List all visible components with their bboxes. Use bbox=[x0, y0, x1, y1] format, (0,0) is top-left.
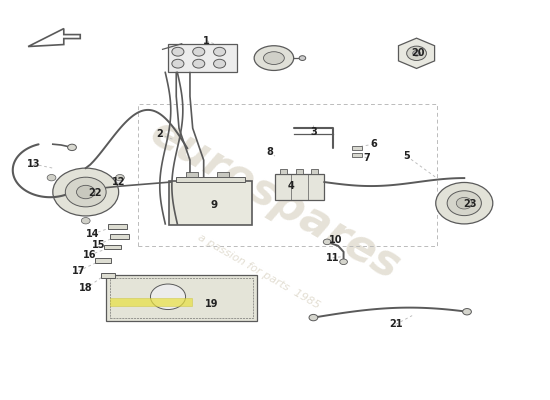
Text: a passion for parts  1985: a passion for parts 1985 bbox=[196, 233, 321, 311]
Circle shape bbox=[456, 197, 472, 209]
Circle shape bbox=[172, 47, 184, 56]
Circle shape bbox=[116, 174, 124, 181]
FancyBboxPatch shape bbox=[106, 274, 257, 321]
Bar bbox=[352, 153, 362, 157]
Circle shape bbox=[192, 59, 205, 68]
Bar bbox=[111, 298, 192, 306]
Polygon shape bbox=[28, 28, 80, 46]
Ellipse shape bbox=[254, 46, 294, 70]
Ellipse shape bbox=[263, 52, 284, 64]
Bar bbox=[108, 224, 127, 229]
Bar bbox=[275, 174, 324, 200]
Circle shape bbox=[447, 191, 481, 216]
Text: 19: 19 bbox=[205, 300, 219, 310]
Text: 10: 10 bbox=[328, 235, 342, 245]
Text: 11: 11 bbox=[326, 253, 339, 263]
Bar bbox=[217, 172, 229, 177]
Circle shape bbox=[172, 59, 184, 68]
Text: 14: 14 bbox=[86, 229, 100, 239]
Text: 12: 12 bbox=[112, 177, 125, 187]
Text: 4: 4 bbox=[288, 181, 295, 191]
Bar bbox=[186, 172, 198, 177]
Circle shape bbox=[436, 182, 493, 224]
Bar bbox=[296, 169, 303, 174]
Bar bbox=[111, 278, 253, 318]
Bar bbox=[101, 273, 115, 278]
Text: 18: 18 bbox=[79, 284, 92, 294]
Text: 7: 7 bbox=[364, 153, 371, 163]
Circle shape bbox=[323, 239, 331, 245]
Circle shape bbox=[406, 46, 426, 60]
Bar bbox=[311, 169, 318, 174]
Text: 21: 21 bbox=[389, 319, 403, 329]
Circle shape bbox=[309, 314, 318, 321]
Bar bbox=[95, 258, 111, 263]
Text: eurospares: eurospares bbox=[142, 111, 408, 289]
Text: 22: 22 bbox=[89, 188, 102, 198]
Circle shape bbox=[68, 144, 76, 150]
Circle shape bbox=[65, 177, 106, 207]
Text: 13: 13 bbox=[27, 159, 40, 169]
Circle shape bbox=[192, 47, 205, 56]
Text: 2: 2 bbox=[156, 129, 163, 139]
Bar bbox=[280, 169, 287, 174]
Text: 9: 9 bbox=[211, 200, 218, 210]
FancyBboxPatch shape bbox=[169, 181, 252, 225]
Polygon shape bbox=[399, 38, 434, 68]
Circle shape bbox=[53, 168, 119, 216]
Circle shape bbox=[340, 259, 348, 264]
Bar bbox=[176, 177, 245, 182]
Circle shape bbox=[463, 308, 471, 315]
Text: 17: 17 bbox=[72, 266, 85, 276]
Text: 6: 6 bbox=[370, 139, 377, 149]
Text: 3: 3 bbox=[310, 127, 317, 137]
Circle shape bbox=[81, 218, 90, 224]
Text: 15: 15 bbox=[92, 240, 105, 250]
Text: 1: 1 bbox=[203, 36, 210, 46]
Bar bbox=[111, 234, 129, 239]
Circle shape bbox=[47, 174, 56, 181]
Circle shape bbox=[151, 284, 185, 310]
Bar bbox=[168, 44, 236, 72]
Bar bbox=[104, 245, 121, 250]
Text: 20: 20 bbox=[411, 48, 425, 58]
Circle shape bbox=[213, 47, 226, 56]
Text: 5: 5 bbox=[403, 151, 410, 161]
Text: 23: 23 bbox=[463, 199, 476, 209]
Text: 8: 8 bbox=[266, 147, 273, 157]
Circle shape bbox=[213, 59, 226, 68]
Circle shape bbox=[76, 185, 95, 199]
Circle shape bbox=[412, 50, 420, 56]
Bar bbox=[352, 146, 362, 150]
Text: 16: 16 bbox=[83, 250, 96, 260]
Circle shape bbox=[299, 56, 306, 60]
